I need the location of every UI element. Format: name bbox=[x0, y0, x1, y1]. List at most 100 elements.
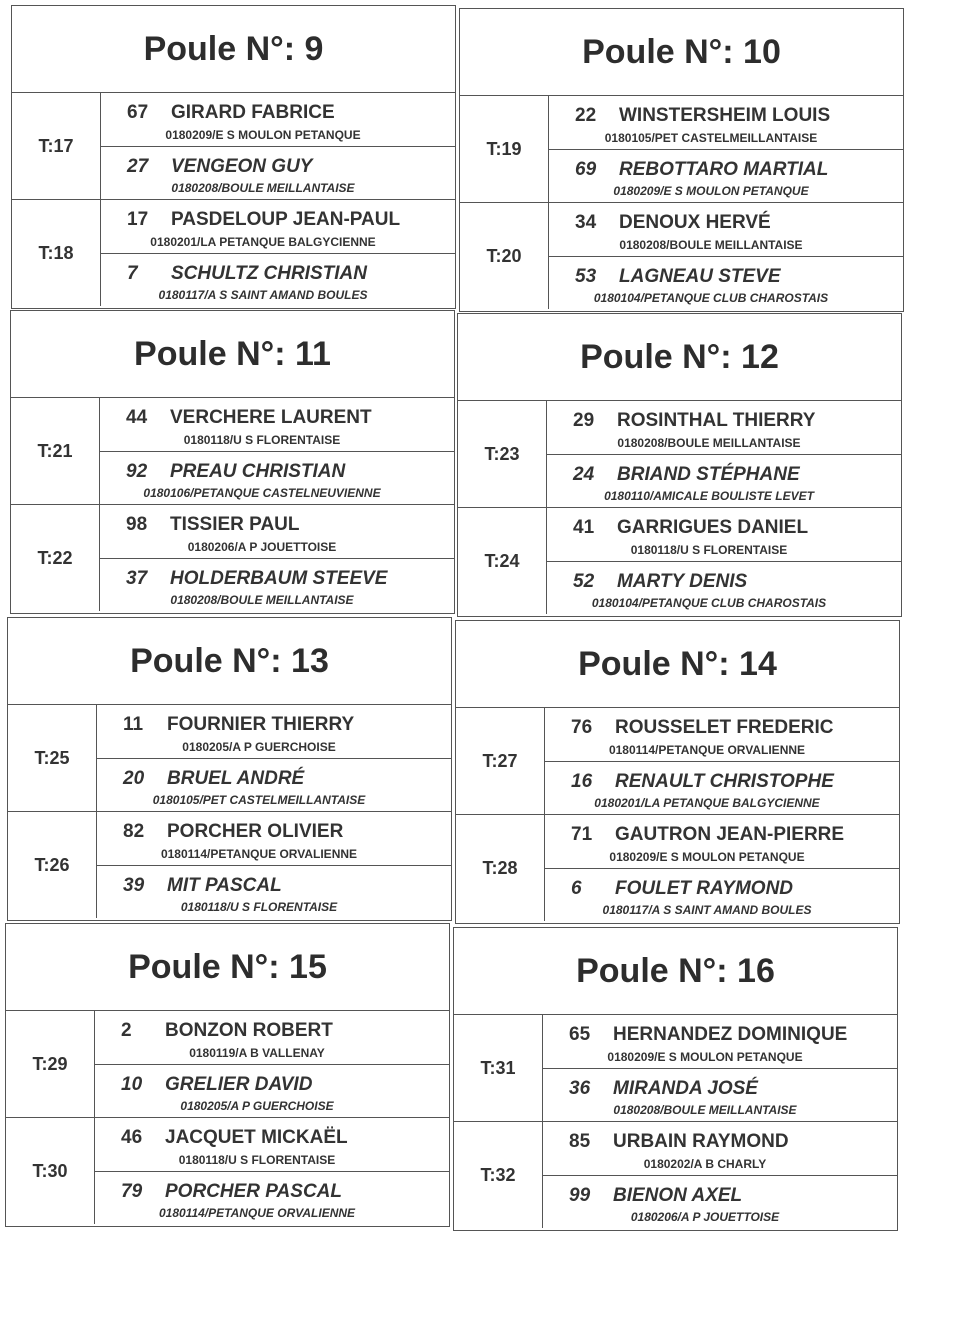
player-club: 0180209/E S MOULON PETANQUE bbox=[165, 127, 361, 142]
player-entry: 92 PREAU CHRISTIAN 0180106/PETANQUE CASTEL… bbox=[100, 450, 454, 505]
player-entry: 67 GIRARD FABRICE 0180209/E S MOULON PETAN… bbox=[101, 93, 455, 146]
player-club: 0180117/A S SAINT AMAND BOULES bbox=[602, 903, 812, 918]
table-number: T:17 bbox=[12, 93, 101, 199]
player-name: ROSINTHAL THIERRY bbox=[617, 410, 816, 431]
player-club: 0180208/BOULE MEILLANTAISE bbox=[170, 593, 354, 608]
player-entry: 85 URBAIN RAYMOND 0180202/A B CHARLY bbox=[543, 1122, 897, 1175]
player-number: 67 bbox=[127, 102, 149, 123]
player-entry: 99 BIENON AXEL 0180206/A P JOUETTOISE bbox=[543, 1174, 897, 1229]
poule-title: Poule N°: 10 bbox=[460, 9, 903, 96]
player-number: 22 bbox=[575, 105, 597, 126]
player-number: 76 bbox=[571, 717, 593, 738]
player-name: URBAIN RAYMOND bbox=[613, 1131, 789, 1152]
player-entry: 53 LAGNEAU STEVE 0180104/PETANQUE CLUB CHA… bbox=[549, 255, 903, 310]
player-name: LAGNEAU STEVE bbox=[619, 265, 781, 287]
player-number: 10 bbox=[121, 1073, 143, 1095]
player-club: 0180106/PETANQUE CASTELNEUVIENNE bbox=[143, 486, 381, 501]
player-number: 2 bbox=[121, 1020, 132, 1041]
player-name: VERCHERE LAURENT bbox=[170, 407, 372, 428]
player-entry: 65 HERNANDEZ DOMINIQUE 0180209/E S MOULON … bbox=[543, 1015, 897, 1068]
player-entry: 36 MIRANDA JOSÉ 0180208/BOULE MEILLANTAISE bbox=[543, 1067, 897, 1122]
player-entry: 46 JACQUET MICKAËL 0180118/U S FLORENTAISE bbox=[95, 1118, 449, 1171]
poule-title: Poule N°: 13 bbox=[8, 618, 451, 705]
player-name: PREAU CHRISTIAN bbox=[170, 460, 346, 482]
player-name: BRUEL ANDRÉ bbox=[167, 767, 305, 789]
player-number: 52 bbox=[573, 570, 595, 592]
player-entry: 11 FOURNIER THIERRY 0180205/A P GUERCHOISE bbox=[97, 705, 451, 758]
player-club: 0180118/U S FLORENTAISE bbox=[180, 900, 338, 915]
player-entry: 52 MARTY DENIS 0180104/PETANQUE CLUB CHARO… bbox=[547, 560, 901, 615]
player-club: 0180117/A S SAINT AMAND BOULES bbox=[158, 288, 368, 303]
player-name: GARRIGUES DANIEL bbox=[617, 517, 809, 538]
table-number: T:25 bbox=[8, 705, 97, 811]
player-entry: 39 MIT PASCAL 0180118/U S FLORENTAISE bbox=[97, 864, 451, 919]
player-name: WINSTERSHEIM LOUIS bbox=[619, 105, 831, 126]
player-name: ROUSSELET FREDERIC bbox=[615, 717, 834, 738]
player-club: 0180110/AMICALE BOULISTE LEVET bbox=[604, 489, 814, 504]
player-club: 0180105/PET CASTELMEILLANTAISE bbox=[604, 130, 818, 145]
player-club: 0180118/U S FLORENTAISE bbox=[630, 542, 788, 557]
player-entry: 29 ROSINTHAL THIERRY 0180208/BOULE MEILLAN… bbox=[547, 401, 901, 454]
player-name: REBOTTARO MARTIAL bbox=[619, 158, 829, 180]
player-number: 98 bbox=[126, 514, 148, 535]
player-number: 85 bbox=[569, 1131, 591, 1152]
poule-title: Poule N°: 16 bbox=[454, 928, 897, 1015]
player-club: 0180118/U S FLORENTAISE bbox=[183, 432, 341, 447]
table-number: T:26 bbox=[8, 812, 97, 918]
table-row: T:27 76 ROUSSELET FREDERIC 0180114/PETANQUE… bbox=[456, 708, 899, 814]
player-club: 0180119/A B VALLENAY bbox=[189, 1045, 325, 1060]
table-number: T:24 bbox=[458, 508, 547, 614]
table-number: T:21 bbox=[11, 398, 100, 504]
player-entry: 24 BRIAND STÉPHANE 0180110/AMICALE BOULIST… bbox=[547, 453, 901, 508]
player-entry: 2 BONZON ROBERT 0180119/A B VALLENAY bbox=[95, 1011, 449, 1064]
player-name: GIRARD FABRICE bbox=[171, 102, 335, 123]
poule-block: Poule N°: 16 T:31 65 HERNANDEZ DOMINIQUE 018… bbox=[453, 927, 898, 1231]
player-entry: 69 REBOTTARO MARTIAL 0180209/E S MOULON PE… bbox=[549, 148, 903, 203]
player-entry: 17 PASDELOUP JEAN-PAUL 0180201/LA PETANQUE… bbox=[101, 200, 455, 253]
player-entry: 76 ROUSSELET FREDERIC 0180114/PETANQUE ORV… bbox=[545, 708, 899, 761]
player-club: 0180209/E S MOULON PETANQUE bbox=[607, 1049, 803, 1064]
player-number: 82 bbox=[123, 821, 145, 842]
player-name: FOURNIER THIERRY bbox=[167, 714, 355, 735]
poule-title: Poule N°: 9 bbox=[12, 6, 455, 93]
player-club: 0180205/A P GUERCHOISE bbox=[180, 1099, 334, 1114]
player-entry: 22 WINSTERSHEIM LOUIS 0180105/PET CASTELME… bbox=[549, 96, 903, 149]
table-row: T:17 67 GIRARD FABRICE 0180209/E S MOULON P… bbox=[12, 93, 455, 199]
player-number: 29 bbox=[573, 410, 595, 431]
poule-block: Poule N°: 9 T:17 67 GIRARD FABRICE 0180209/E… bbox=[11, 5, 456, 309]
player-number: 44 bbox=[126, 407, 148, 428]
player-club: 0180118/U S FLORENTAISE bbox=[178, 1152, 336, 1167]
player-name: GRELIER DAVID bbox=[165, 1073, 313, 1095]
table-number: T:18 bbox=[12, 200, 101, 306]
table-row: T:20 34 DENOUX HERVÉ 0180208/BOULE MEILLANT… bbox=[460, 202, 903, 309]
player-club: 0180208/BOULE MEILLANTAISE bbox=[171, 181, 355, 196]
table-row: T:29 2 BONZON ROBERT 0180119/A B VALLENAY 10… bbox=[6, 1011, 449, 1117]
player-club: 0180104/PETANQUE CLUB CHAROSTAIS bbox=[593, 291, 829, 306]
table-number: T:19 bbox=[460, 96, 549, 202]
player-entry: 41 GARRIGUES DANIEL 0180118/U S FLORENTAIS… bbox=[547, 508, 901, 561]
player-name: BRIAND STÉPHANE bbox=[617, 463, 800, 485]
table-row: T:22 98 TISSIER PAUL 0180206/A P JOUETTOISE… bbox=[11, 504, 454, 611]
player-name: DENOUX HERVÉ bbox=[619, 212, 771, 233]
player-club: 0180205/A P GUERCHOISE bbox=[182, 739, 336, 754]
player-number: 79 bbox=[121, 1180, 143, 1202]
table-number: T:32 bbox=[454, 1122, 543, 1228]
player-number: 24 bbox=[573, 463, 595, 485]
player-entry: 7 SCHULTZ CHRISTIAN 0180117/A S SAINT AMAN… bbox=[101, 252, 455, 307]
player-name: VENGEON GUY bbox=[171, 155, 313, 177]
player-entry: 44 VERCHERE LAURENT 0180118/U S FLORENTAIS… bbox=[100, 398, 454, 451]
poule-title: Poule N°: 12 bbox=[458, 314, 901, 401]
player-name: JACQUET MICKAËL bbox=[165, 1127, 348, 1148]
table-row: T:32 85 URBAIN RAYMOND 0180202/A B CHARLY 99… bbox=[454, 1121, 897, 1228]
player-number: 71 bbox=[571, 824, 593, 845]
poule-title: Poule N°: 14 bbox=[456, 621, 899, 708]
table-number: T:29 bbox=[6, 1011, 95, 1117]
poule-block: Poule N°: 15 T:29 2 BONZON ROBERT 0180119/A … bbox=[5, 923, 450, 1227]
player-number: 11 bbox=[123, 714, 144, 735]
table-number: T:31 bbox=[454, 1015, 543, 1121]
player-club: 0180208/BOULE MEILLANTAISE bbox=[617, 435, 801, 450]
player-name: PORCHER OLIVIER bbox=[167, 821, 344, 842]
poule-title: Poule N°: 11 bbox=[11, 311, 454, 398]
player-number: 69 bbox=[575, 158, 597, 180]
player-name: PASDELOUP JEAN-PAUL bbox=[171, 209, 401, 230]
